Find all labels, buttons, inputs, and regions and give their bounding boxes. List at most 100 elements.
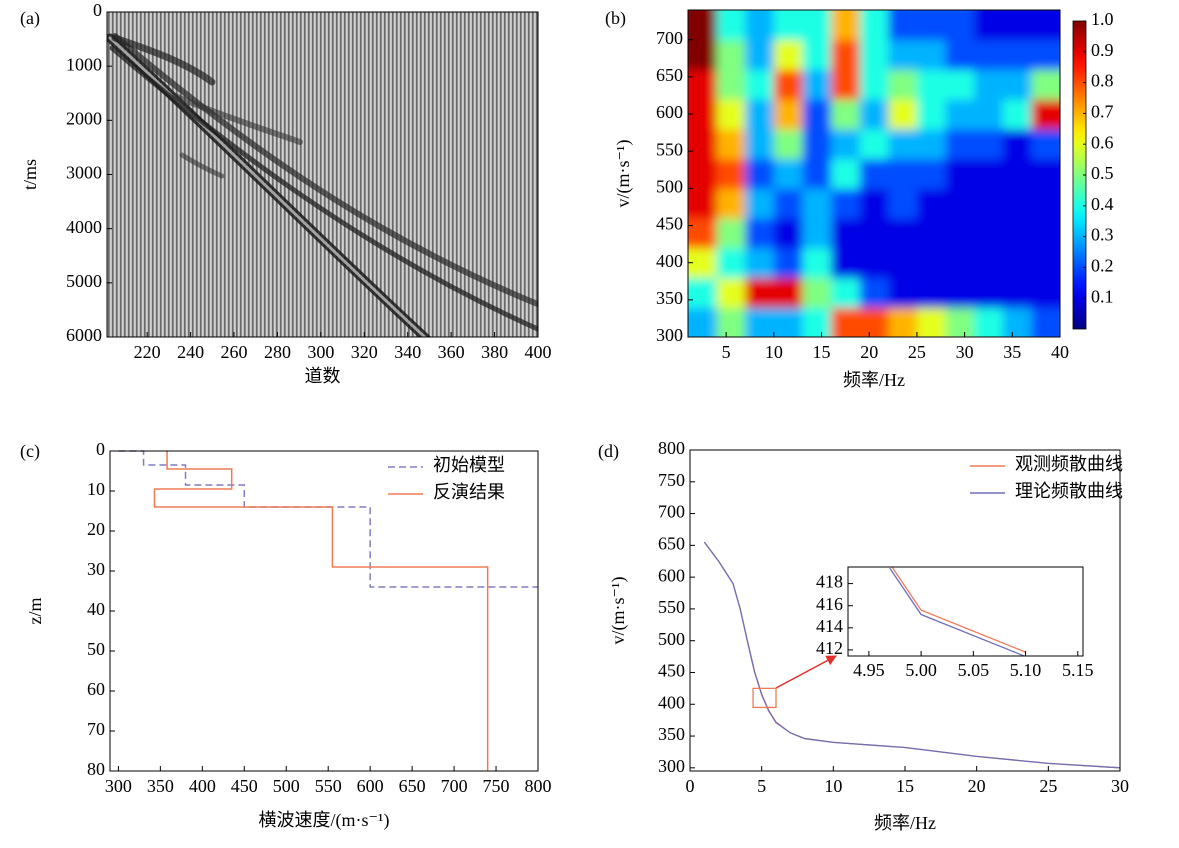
y-tick-label: 6000 <box>66 325 102 345</box>
y-axis-label: v/(m·s⁻¹) <box>608 577 629 645</box>
heat-cell <box>859 277 889 308</box>
heat-cell <box>945 39 975 71</box>
plot-frame <box>847 566 1084 657</box>
x-tick-label: 450 <box>231 776 258 796</box>
x-tick-label: 20 <box>860 342 878 362</box>
heat-cell <box>745 218 775 249</box>
heat-cell <box>831 158 861 189</box>
x-tick-label: 300 <box>105 776 132 796</box>
heat-cell <box>859 99 889 130</box>
heat-cell <box>831 307 861 337</box>
heat-cell <box>945 307 975 337</box>
heat-cell <box>888 188 918 219</box>
x-tick-label: 350 <box>147 776 174 796</box>
heat-cell <box>945 188 975 219</box>
y-tick-label: 3000 <box>66 163 102 183</box>
seismic-gather <box>107 12 538 337</box>
heat-cell <box>916 307 947 337</box>
heat-cell <box>916 99 947 130</box>
heat-cell <box>716 277 746 308</box>
y-tick-label: 2000 <box>66 108 102 128</box>
heat-cell <box>773 99 804 130</box>
colorbar-tick-label: 0.3 <box>1091 225 1114 245</box>
legend-label: 反演结果 <box>433 482 505 502</box>
y-tick-label: 800 <box>658 438 685 458</box>
y-tick-label: 5000 <box>66 271 102 291</box>
colorbar-tick-label: 0.7 <box>1091 102 1114 122</box>
panel-label: (d) <box>598 441 619 462</box>
y-tick-label: 0 <box>93 0 102 20</box>
heat-cell <box>1031 128 1060 160</box>
heat-cell <box>916 218 947 249</box>
heat-cell <box>688 277 718 308</box>
y-tick-label: 700 <box>658 502 685 522</box>
heat-cell <box>916 277 947 308</box>
heat-cell <box>888 99 918 130</box>
x-tick-label: 340 <box>394 342 421 362</box>
y-axis-label: v/(m·s⁻¹) <box>613 140 634 208</box>
heat-cell <box>773 158 804 189</box>
x-tick-label: 5 <box>757 776 766 796</box>
heat-cell <box>888 39 918 71</box>
x-tick-label: 5.10 <box>1010 660 1042 680</box>
heat-cell <box>688 307 718 337</box>
y-tick-label: 80 <box>87 759 105 779</box>
y-tick-label: 400 <box>656 251 683 271</box>
heat-cell <box>859 39 889 71</box>
y-axis-label: t/ms <box>20 159 40 190</box>
panel-label: (a) <box>20 8 40 29</box>
heat-cell <box>716 218 746 249</box>
heat-cell <box>831 247 861 279</box>
y-tick-label: 50 <box>87 639 105 659</box>
heat-cell <box>916 158 947 189</box>
y-tick-label: 450 <box>656 214 683 234</box>
heat-cell <box>745 128 775 160</box>
heat-cell <box>888 128 918 160</box>
heat-cell <box>945 69 975 100</box>
y-tick-label: 4000 <box>66 217 102 237</box>
heat-cell <box>716 307 746 337</box>
y-tick-label: 350 <box>658 724 685 744</box>
heat-cell <box>1002 128 1032 160</box>
x-tick-label: 10 <box>824 776 842 796</box>
heat-cell <box>831 188 861 219</box>
x-tick-label: 400 <box>525 342 552 362</box>
y-tick-label: 70 <box>87 719 105 739</box>
heat-cell <box>888 218 918 249</box>
heat-cell <box>916 10 947 41</box>
y-tick-label: 1000 <box>66 54 102 74</box>
y-tick-label: 300 <box>658 756 685 776</box>
heat-cell <box>802 277 832 308</box>
x-tick-label: 300 <box>307 342 334 362</box>
zoom-box <box>752 687 777 709</box>
x-tick-label: 600 <box>357 776 384 796</box>
heat-cell <box>888 277 918 308</box>
x-tick-label: 360 <box>438 342 465 362</box>
x-tick-label: 20 <box>968 776 986 796</box>
heat-cell <box>974 128 1004 160</box>
heat-cell <box>716 247 746 279</box>
heat-cell <box>916 69 947 100</box>
heat-cell <box>745 247 775 279</box>
x-axis-label: 道数 <box>305 366 341 386</box>
inset-line <box>891 567 1026 653</box>
x-tick-label: 750 <box>483 776 510 796</box>
x-tick-label: 40 <box>1051 342 1069 362</box>
x-tick-label: 10 <box>765 342 783 362</box>
heat-cell <box>688 69 718 100</box>
heat-cell <box>859 188 889 219</box>
heat-cell <box>1002 307 1032 337</box>
inset-line <box>889 567 1026 656</box>
heat-cell <box>916 128 947 160</box>
panel-label: (b) <box>605 8 626 29</box>
plot-frame <box>687 9 1061 338</box>
x-tick-label: 650 <box>399 776 426 796</box>
heat-cell <box>859 158 889 189</box>
heat-cell <box>773 69 804 100</box>
heat-cell <box>1031 69 1060 100</box>
x-tick-label: 320 <box>351 342 378 362</box>
heat-cell <box>945 277 975 308</box>
heat-cell <box>802 307 832 337</box>
heat-cell <box>1031 158 1060 189</box>
